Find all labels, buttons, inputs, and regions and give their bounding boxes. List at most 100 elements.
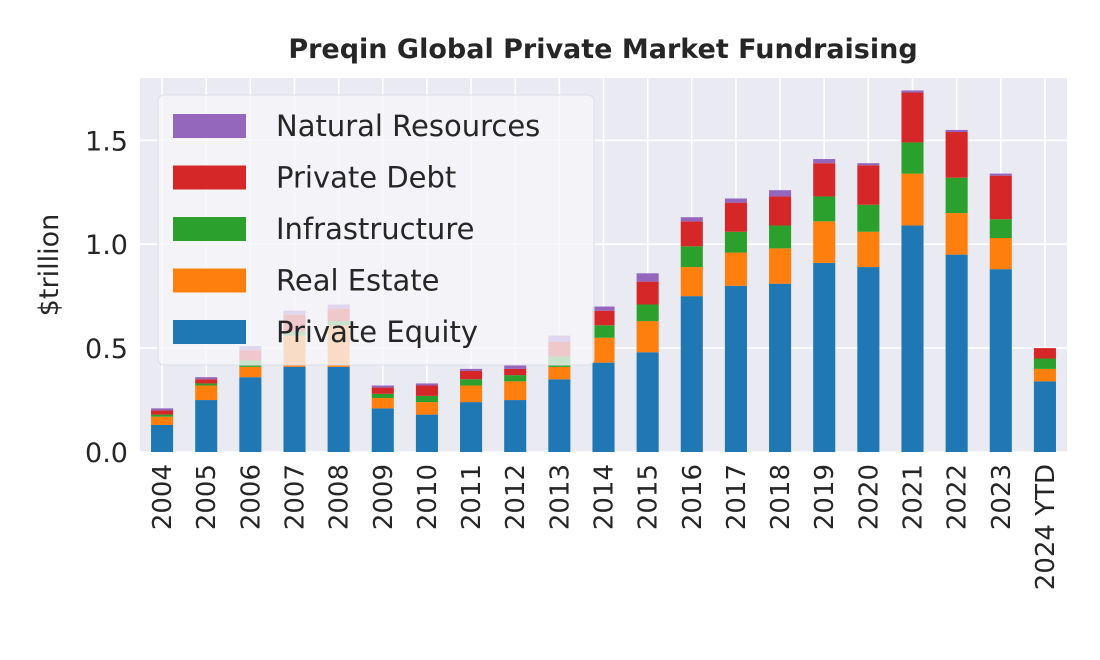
bar-segment [945,213,968,255]
bar-segment [901,142,924,174]
bar-segment [371,393,394,398]
bar-segment [195,377,218,380]
bar-segment [371,397,394,409]
legend-swatch [173,217,246,241]
bar-segment [371,385,394,388]
y-tick-label: 1.0 [85,230,128,261]
bar-segment [151,410,174,415]
bar-segment [636,352,659,452]
legend-swatch [173,268,246,293]
bar-segment [504,375,527,382]
bar-segment [813,163,836,197]
bar-segment [1033,358,1056,369]
y-tick-label: 0.0 [85,438,128,469]
bar-segment [592,337,615,363]
legend-label: Private Debt [276,161,456,195]
bar-segment [857,165,880,205]
x-tick-label: 2016 [678,464,708,530]
bar-segment [945,132,968,178]
legend-box [157,94,595,366]
bar-segment [724,231,747,253]
x-tick-label: 2019 [810,464,840,530]
bar-segment [239,377,262,452]
y-axis-label: $trillion [34,214,65,317]
x-tick-label: 2018 [766,464,796,530]
bar-segment [989,175,1012,220]
x-tick-label: 2004 [148,464,178,530]
bar-segment [636,304,659,322]
x-tick-label: 2005 [192,464,222,530]
bar-segment [283,366,306,452]
x-tick-label: 2021 [899,464,929,530]
bar-segment [151,424,174,452]
bar-segment [460,370,483,380]
bar-segment [195,383,218,386]
bar-segment [1033,368,1056,382]
bar-segment [460,379,483,386]
bar-segment [680,296,703,452]
bar-segment [769,190,792,197]
legend-label: Natural Resources [276,109,540,143]
bar-segment [857,163,880,166]
legend-label: Real Estate [276,264,440,298]
bar-segment [945,129,968,133]
bar-segment [636,321,659,353]
bar-segment [857,231,880,268]
bar-segment [504,364,527,369]
x-tick-label: 2011 [457,464,487,530]
x-tick-label: 2010 [413,464,443,530]
x-tick-label: 2009 [369,464,399,530]
bar-segment [724,198,747,203]
legend-label: Private Equity [276,315,478,349]
bar-segment [195,379,218,384]
bar-segment [592,362,615,452]
bar-segment [327,366,350,452]
bar-segment [1033,381,1056,452]
bar-segment [592,310,615,326]
bar-segment [1033,348,1056,359]
x-tick-label: 2020 [854,464,884,530]
chart-title: Preqin Global Private Market Fundraising [288,34,917,65]
x-tick-label: 2015 [634,464,664,530]
bar-segment [415,402,438,415]
bar-segment [724,202,747,232]
bar-segment [371,387,394,394]
bar-segment [548,379,571,452]
bar-segment [989,219,1012,238]
bar-segment [680,267,703,297]
bar-segment [989,237,1012,270]
bar-segment [415,383,438,386]
bar-segment [769,283,792,452]
bar-segment [636,281,659,305]
legend-swatch [173,165,246,190]
bar-segment [769,248,792,284]
x-tick-label: 2022 [943,464,973,530]
x-tick-label: 2007 [281,464,311,530]
bar-segment [460,385,483,403]
x-tick-labels: 2004 2005 2006 2007 2008 2009 2010 2011 2012 2013… [148,464,1061,590]
x-tick-label: 2017 [722,464,752,530]
bar-segment [813,196,836,222]
bar-segment [769,225,792,249]
bar-segment [592,325,615,338]
bar-segment [195,385,218,401]
bar-segment [504,381,527,401]
bar-segment [813,221,836,263]
bar-segment [504,368,527,376]
bar-segment [504,400,527,452]
y-tick-labels: 0.0 0.5 1.0 1.5 [85,126,128,469]
x-tick-label: 2013 [545,464,575,530]
bar-segment [989,269,1012,452]
bar-segment [989,173,1012,176]
y-tick-label: 1.5 [85,126,128,157]
bar-segment [151,414,174,417]
bar-segment [857,267,880,452]
bar-segment [901,173,924,226]
legend-swatch [173,114,246,138]
bar-segment [769,196,792,226]
bar-segment [857,204,880,232]
x-tick-label: 2014 [590,464,620,530]
bar-segment [724,252,747,286]
bar-segment [724,285,747,452]
bar-segment [901,225,924,452]
